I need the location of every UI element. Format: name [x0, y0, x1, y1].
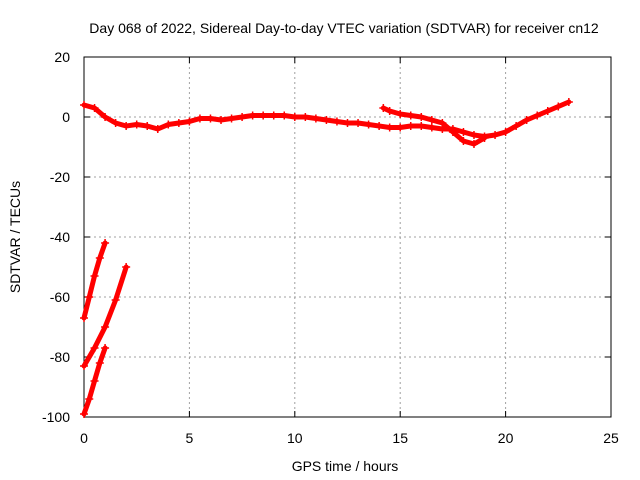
- data-point: [396, 123, 405, 132]
- data-point: [85, 395, 94, 403]
- data-point: [343, 119, 352, 127]
- data-point: [448, 128, 457, 136]
- y-tick-label: -60: [50, 289, 70, 305]
- data-point: [469, 131, 478, 139]
- data-point: [80, 314, 88, 322]
- data-point: [85, 293, 94, 301]
- data-point: [90, 272, 99, 280]
- data-point: [111, 296, 120, 304]
- series-main: [80, 98, 573, 141]
- y-tick-label: -100: [42, 409, 70, 425]
- data-point: [101, 323, 110, 331]
- data-point: [396, 110, 405, 118]
- data-point: [195, 114, 204, 123]
- x-axis-label: GPS time / hours: [292, 458, 399, 474]
- data-point: [406, 122, 415, 130]
- data-point: [153, 125, 162, 133]
- data-point: [427, 116, 436, 124]
- y-tick-label: -20: [50, 169, 70, 185]
- series-band: [81, 240, 108, 321]
- data-point: [95, 359, 104, 367]
- data-point: [417, 122, 426, 130]
- y-tick-label: 20: [54, 49, 70, 65]
- data-point: [438, 119, 447, 127]
- data-point: [469, 140, 478, 148]
- x-tick-label: 0: [80, 430, 88, 446]
- data-point: [564, 98, 573, 106]
- data-point: [90, 104, 99, 112]
- y-axis-label: SDTVAR / TECUs: [7, 181, 23, 293]
- data-point: [80, 410, 88, 418]
- data-point: [122, 122, 131, 130]
- data-point: [543, 107, 552, 115]
- data-point: [427, 123, 436, 132]
- data-point: [238, 113, 247, 121]
- data-point: [354, 119, 363, 127]
- data-point: [101, 344, 110, 352]
- x-tick-label: 15: [392, 430, 408, 446]
- data-point: [101, 113, 110, 121]
- data-point: [80, 362, 88, 370]
- data-point: [95, 254, 104, 262]
- data-point: [132, 120, 141, 129]
- x-tick-label: 25: [603, 430, 619, 446]
- data-point: [406, 111, 415, 120]
- data-point: [90, 344, 99, 352]
- data-point: [417, 113, 426, 121]
- axis-ticks: 0 5 10 15 20 25 -100 -80 -60 -40 -20 0 20: [42, 49, 619, 446]
- data-point: [501, 128, 510, 136]
- data-point: [206, 114, 215, 123]
- data-point: [269, 111, 278, 120]
- data-point: [101, 239, 110, 247]
- grid-lines: [84, 57, 611, 417]
- data-point: [248, 111, 257, 120]
- chart-title: Day 068 of 2022, Sidereal Day-to-day VTE…: [89, 20, 599, 36]
- plot-frame: [83, 56, 612, 418]
- data-point: [185, 117, 194, 126]
- series-arc-1: [80, 239, 110, 322]
- data-point: [217, 116, 226, 124]
- y-tick-label: 0: [62, 109, 70, 125]
- data-point: [512, 122, 521, 130]
- data-point: [164, 120, 173, 129]
- data-point: [533, 111, 542, 120]
- data-point: [174, 119, 183, 127]
- series-arc-dip: [379, 104, 489, 148]
- x-tick-label: 20: [498, 430, 514, 446]
- data-point: [143, 122, 152, 130]
- y-tick-label: -80: [50, 349, 70, 365]
- data-point: [322, 116, 331, 124]
- data-point: [379, 104, 388, 112]
- series-arc-2: [80, 263, 131, 370]
- y-tick-label: -40: [50, 229, 70, 245]
- data-point: [311, 114, 320, 123]
- data-point: [375, 122, 384, 130]
- data-point: [111, 119, 120, 127]
- data-point: [385, 123, 394, 132]
- data-point: [364, 120, 373, 129]
- data-point: [122, 263, 131, 271]
- series-arc-3: [80, 344, 110, 418]
- data-point: [459, 128, 468, 136]
- data-point: [290, 113, 299, 121]
- data-point: [554, 102, 563, 111]
- data-point: [459, 137, 468, 145]
- data-point: [227, 114, 236, 123]
- x-tick-label: 10: [287, 430, 303, 446]
- data-point: [332, 117, 341, 126]
- data-point: [280, 111, 289, 120]
- data-point: [90, 377, 99, 385]
- data-point: [259, 111, 268, 120]
- data-point: [480, 134, 489, 142]
- data-points: [80, 98, 573, 418]
- data-point: [522, 116, 531, 124]
- data-point: [385, 107, 394, 115]
- x-tick-label: 5: [186, 430, 194, 446]
- data-point: [491, 131, 500, 139]
- data-point: [301, 113, 310, 121]
- data-point: [80, 101, 88, 109]
